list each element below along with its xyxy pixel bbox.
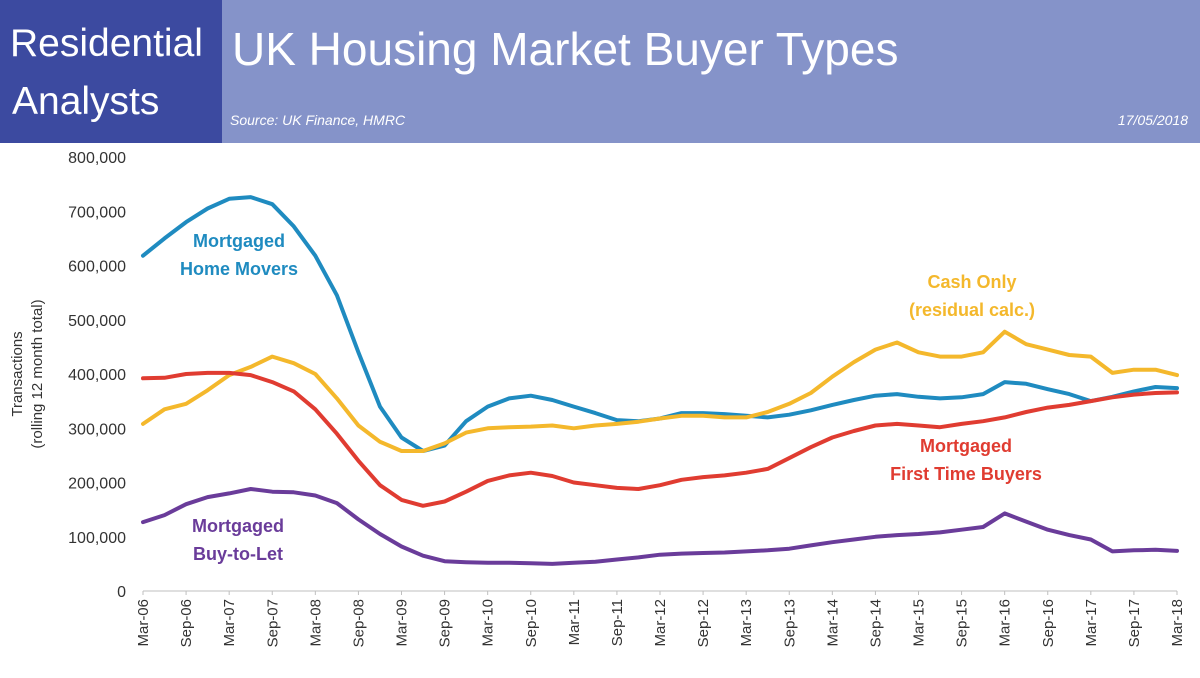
y-tick-label: 100,000 xyxy=(68,530,126,547)
series-label-buy-to-let: Mortgaged xyxy=(192,516,284,536)
series-label-home-movers: Home Movers xyxy=(180,259,298,279)
brand-name-line1: Residential xyxy=(10,22,203,65)
x-tick-label: Sep-15 xyxy=(954,599,971,647)
date-stamp: 17/05/2018 xyxy=(1117,112,1188,128)
x-tick-label: Sep-07 xyxy=(264,599,281,647)
y-tick-label: 700,000 xyxy=(68,204,126,221)
x-tick-label: Mar-16 xyxy=(997,599,1014,647)
series-label-cash-only: Cash Only xyxy=(927,272,1016,292)
y-tick-label: 200,000 xyxy=(68,476,126,493)
x-tick-label: Sep-09 xyxy=(437,599,454,647)
x-tick-label: Sep-14 xyxy=(867,599,884,647)
x-tick-label: Sep-12 xyxy=(695,599,712,647)
x-tick-label: Mar-12 xyxy=(652,599,669,647)
x-tick-label: Mar-09 xyxy=(394,599,411,647)
x-tick-label: Mar-11 xyxy=(566,599,583,645)
x-tick-label: Sep-08 xyxy=(350,599,367,647)
series-label-home-movers: Mortgaged xyxy=(193,231,285,251)
x-tick-label: Mar-13 xyxy=(738,599,755,647)
x-tick-label: Sep-17 xyxy=(1126,599,1143,647)
header-band: UK Housing Market Buyer Types Source: UK… xyxy=(222,0,1200,143)
x-tick-label: Mar-14 xyxy=(824,599,841,647)
x-tick-label: Sep-13 xyxy=(781,599,798,647)
x-tick-label: Sep-06 xyxy=(178,599,195,647)
y-tick-label: 400,000 xyxy=(68,367,126,384)
x-tick-labels: Mar-06 Sep-06 Mar-07 Sep-07 Mar-08 Sep-08 Mar-… xyxy=(135,599,1186,647)
series-line-first-time-buyers xyxy=(141,370,1179,508)
y-tick-label: 500,000 xyxy=(68,313,126,330)
x-tick-label: Mar-07 xyxy=(221,599,238,647)
brand-logo-box: Residential Analysts xyxy=(0,0,222,143)
x-tick-label: Mar-15 xyxy=(911,599,928,647)
x-tick-label: Sep-16 xyxy=(1040,599,1057,647)
series-line-cash-only xyxy=(141,329,1179,453)
x-tick-label: Mar-06 xyxy=(135,599,152,647)
page-title: UK Housing Market Buyer Types xyxy=(232,23,899,75)
x-tick-label: Sep-11 xyxy=(609,599,626,646)
x-tick-label: Sep-10 xyxy=(523,599,540,647)
series-line-buy-to-let xyxy=(141,487,1179,566)
x-tick-label: Mar-08 xyxy=(307,599,324,647)
series-lines xyxy=(141,195,1179,566)
series-label-cash-only: (residual calc.) xyxy=(909,300,1035,320)
x-tick-label: Mar-10 xyxy=(480,599,497,647)
x-axis xyxy=(142,590,1178,595)
y-axis-label-line: (rolling 12 month total) xyxy=(29,299,46,448)
x-tick-label: Mar-17 xyxy=(1083,599,1100,647)
y-tick-label: 300,000 xyxy=(68,421,126,438)
brand-name-line2: Analysts xyxy=(12,80,160,123)
y-axis-label: Transactions (rolling 12 month total) xyxy=(9,299,46,448)
y-axis-label-line: Transactions xyxy=(9,331,26,416)
line-chart: Transactions (rolling 12 month total) 0 10… xyxy=(9,150,1186,647)
y-tick-label: 800,000 xyxy=(68,150,126,167)
series-labels: Mortgaged Home Movers Cash Only (residual c… xyxy=(180,231,1042,564)
series-label-buy-to-let: Buy-to-Let xyxy=(193,544,283,564)
x-tick-label: Mar-18 xyxy=(1169,599,1186,647)
y-tick-label: 600,000 xyxy=(68,259,126,276)
y-tick-label: 0 xyxy=(117,584,126,601)
series-label-first-time-buyers: First Time Buyers xyxy=(890,464,1042,484)
source-note: Source: UK Finance, HMRC xyxy=(230,112,406,128)
series-label-first-time-buyers: Mortgaged xyxy=(920,436,1012,456)
y-tick-labels: 0 100,000 200,000 300,000 400,000 500,000 600,… xyxy=(68,150,126,601)
